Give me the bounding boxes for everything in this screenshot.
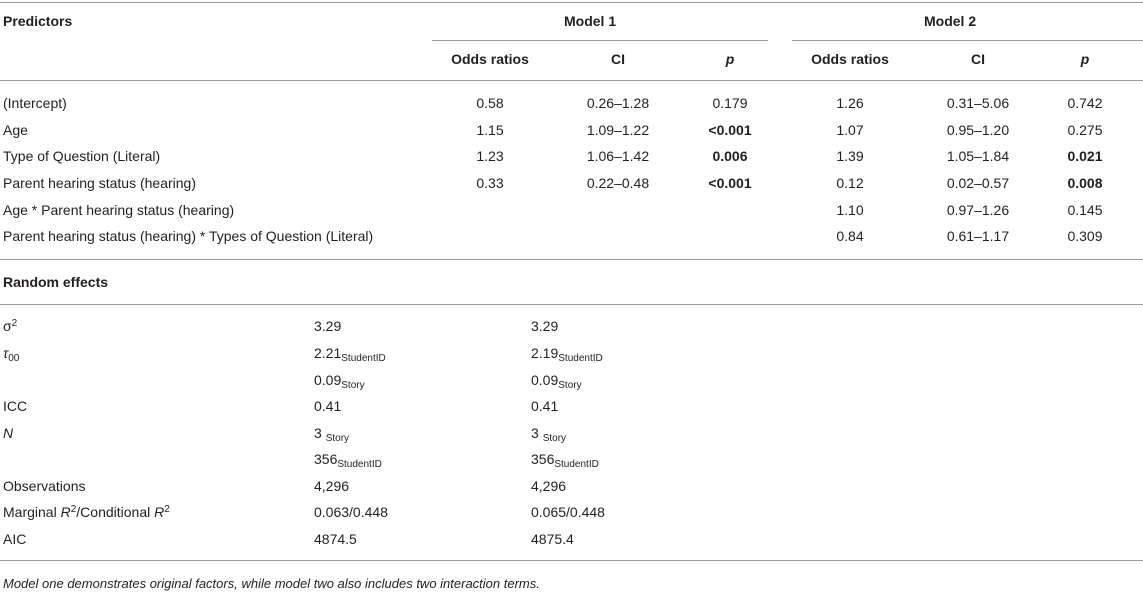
random-effects-top-rule bbox=[0, 259, 1143, 260]
row-or2: 0.12 bbox=[836, 175, 864, 191]
row-p1: <0.001 bbox=[708, 122, 752, 138]
row-label: Parent hearing status (hearing) * Types … bbox=[3, 228, 374, 244]
model2-header: Model 2 bbox=[924, 13, 977, 29]
model1-header: Model 1 bbox=[564, 13, 617, 29]
row-label: Age * Parent hearing status (hearing) bbox=[3, 202, 235, 218]
row-p2: 0.309 bbox=[1067, 228, 1103, 244]
row-label: Parent hearing status (hearing) bbox=[3, 175, 196, 191]
row-ci2: 0.95–1.20 bbox=[946, 122, 1010, 138]
top-rule bbox=[0, 2, 1143, 3]
n-m1-studentid: 356StudentID bbox=[314, 451, 382, 470]
aic-label: AIC bbox=[3, 531, 27, 547]
col-odds-ratios-1: Odds ratios bbox=[451, 51, 529, 67]
row-p2: 0.008 bbox=[1067, 175, 1103, 191]
observations-m2: 4,296 bbox=[531, 478, 567, 494]
r2-label: Marginal R2/Conditional R2 bbox=[3, 504, 170, 520]
row-ci2: 1.05–1.84 bbox=[946, 148, 1010, 164]
n-m1-story: 3 Story bbox=[314, 425, 350, 444]
row-ci1: 0.26–1.28 bbox=[586, 95, 650, 111]
col-p-1: p bbox=[725, 51, 735, 67]
sigma-label: σ2 bbox=[3, 318, 18, 334]
tau-label: τ00 bbox=[3, 345, 20, 364]
random-effects-rule bbox=[0, 304, 1143, 305]
tau-m2-studentid: 2.19StudentID bbox=[531, 345, 603, 364]
row-label: Type of Question (Literal) bbox=[3, 148, 161, 164]
header-rule bbox=[0, 80, 1143, 81]
col-ci-1: CI bbox=[611, 51, 625, 67]
random-effects-title: Random effects bbox=[3, 274, 109, 290]
row-ci1: 0.22–0.48 bbox=[586, 175, 650, 191]
n-m2-story: 3 Story bbox=[531, 425, 567, 444]
aic-m1: 4874.5 bbox=[314, 531, 357, 547]
table-footnote: Model one demonstrates original factors,… bbox=[3, 576, 540, 591]
row-label: Age bbox=[3, 122, 28, 138]
col-odds-ratios-2: Odds ratios bbox=[811, 51, 889, 67]
bottom-rule bbox=[0, 560, 1143, 561]
row-ci1: 1.09–1.22 bbox=[586, 122, 650, 138]
sigma-m1: 3.29 bbox=[314, 318, 342, 334]
icc-m2: 0.41 bbox=[531, 398, 559, 414]
observations-m1: 4,296 bbox=[314, 478, 350, 494]
row-p2: 0.275 bbox=[1067, 122, 1103, 138]
model1-underline bbox=[432, 40, 768, 41]
row-ci2: 0.97–1.26 bbox=[946, 202, 1010, 218]
aic-m2: 4875.4 bbox=[531, 531, 574, 547]
row-p1: 0.179 bbox=[712, 95, 748, 111]
row-p1: 0.006 bbox=[712, 148, 748, 164]
r2-m2: 0.065/0.448 bbox=[531, 504, 605, 520]
tau-m1-story: 0.09Story bbox=[314, 372, 365, 391]
icc-label: ICC bbox=[3, 398, 28, 414]
row-or1: 0.58 bbox=[476, 95, 504, 111]
row-ci2: 0.61–1.17 bbox=[946, 228, 1010, 244]
row-p1: <0.001 bbox=[708, 175, 752, 191]
row-or1: 1.23 bbox=[476, 148, 504, 164]
n-m2-studentid: 356StudentID bbox=[531, 451, 599, 470]
icc-m1: 0.41 bbox=[314, 398, 342, 414]
col-ci-2: CI bbox=[971, 51, 985, 67]
row-p2: 0.021 bbox=[1067, 148, 1103, 164]
row-or2: 1.07 bbox=[836, 122, 864, 138]
row-ci2: 0.31–5.06 bbox=[946, 95, 1010, 111]
col-p-2: p bbox=[1080, 51, 1090, 67]
sigma-m2: 3.29 bbox=[531, 318, 559, 334]
predictors-header: Predictors bbox=[3, 13, 73, 29]
row-ci2: 0.02–0.57 bbox=[946, 175, 1010, 191]
tau-m1-studentid: 2.21StudentID bbox=[314, 345, 386, 364]
row-p2: 0.145 bbox=[1067, 202, 1103, 218]
n-label: N bbox=[3, 425, 14, 441]
row-or2: 1.26 bbox=[836, 95, 864, 111]
observations-label: Observations bbox=[3, 478, 86, 494]
row-p2: 0.742 bbox=[1067, 95, 1103, 111]
row-or1: 1.15 bbox=[476, 122, 504, 138]
model2-underline bbox=[792, 40, 1143, 41]
r2-m1: 0.063/0.448 bbox=[314, 504, 388, 520]
row-or2: 0.84 bbox=[836, 228, 864, 244]
row-or2: 1.10 bbox=[836, 202, 864, 218]
row-label: (Intercept) bbox=[3, 95, 67, 111]
row-ci1: 1.06–1.42 bbox=[586, 148, 650, 164]
tau-m2-story: 0.09Story bbox=[531, 372, 582, 391]
row-or1: 0.33 bbox=[476, 175, 504, 191]
row-or2: 1.39 bbox=[836, 148, 864, 164]
